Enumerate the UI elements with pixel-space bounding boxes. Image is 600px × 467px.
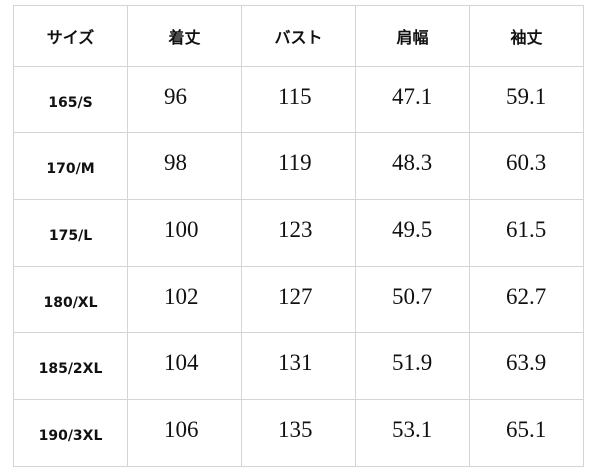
cell-bust: 135 [241,399,356,467]
cell-shoulder: 53.1 [355,399,470,467]
cell-shoulder: 47.1 [355,65,470,134]
cell-length: 96 [127,65,242,134]
cell-length: 104 [127,332,242,401]
header-shoulder: 肩幅 [355,5,470,67]
header-length: 着丈 [127,5,242,67]
table-row: 180/XL 102 127 50.7 62.7 [13,265,584,334]
cell-sleeve: 59.1 [469,65,584,134]
cell-length: 98 [127,132,242,201]
cell-length: 102 [127,265,242,334]
cell-sleeve: 65.1 [469,399,584,467]
cell-size: 175/L [13,199,128,267]
table-row: 170/M 98 119 48.3 60.3 [13,132,584,201]
cell-bust: 123 [241,199,356,267]
cell-sleeve: 63.9 [469,332,584,401]
size-chart-table: サイズ 着丈 バスト 肩幅 袖丈 165/S 96 115 47.1 59.1 170/M… [13,5,584,467]
table-row: 185/2XL 104 131 51.9 63.9 [13,332,584,401]
cell-size: 165/S [13,65,128,134]
cell-shoulder: 50.7 [355,265,470,334]
cell-size: 185/2XL [13,332,128,401]
cell-length: 106 [127,399,242,467]
cell-size: 180/XL [13,265,128,334]
cell-sleeve: 62.7 [469,265,584,334]
cell-bust: 115 [241,65,356,134]
cell-bust: 119 [241,132,356,201]
header-sleeve: 袖丈 [469,5,584,67]
cell-length: 100 [127,199,242,267]
cell-shoulder: 48.3 [355,132,470,201]
header-bust: バスト [241,5,356,67]
cell-shoulder: 51.9 [355,332,470,401]
table-row: 165/S 96 115 47.1 59.1 [13,65,584,134]
cell-size: 170/M [13,132,128,201]
cell-sleeve: 61.5 [469,199,584,267]
cell-bust: 127 [241,265,356,334]
cell-bust: 131 [241,332,356,401]
header-row: サイズ 着丈 バスト 肩幅 袖丈 [13,5,584,67]
cell-sleeve: 60.3 [469,132,584,201]
table-row: 175/L 100 123 49.5 61.5 [13,199,584,267]
table-row: 190/3XL 106 135 53.1 65.1 [13,399,584,467]
cell-shoulder: 49.5 [355,199,470,267]
cell-size: 190/3XL [13,399,128,467]
header-size: サイズ [13,5,128,67]
